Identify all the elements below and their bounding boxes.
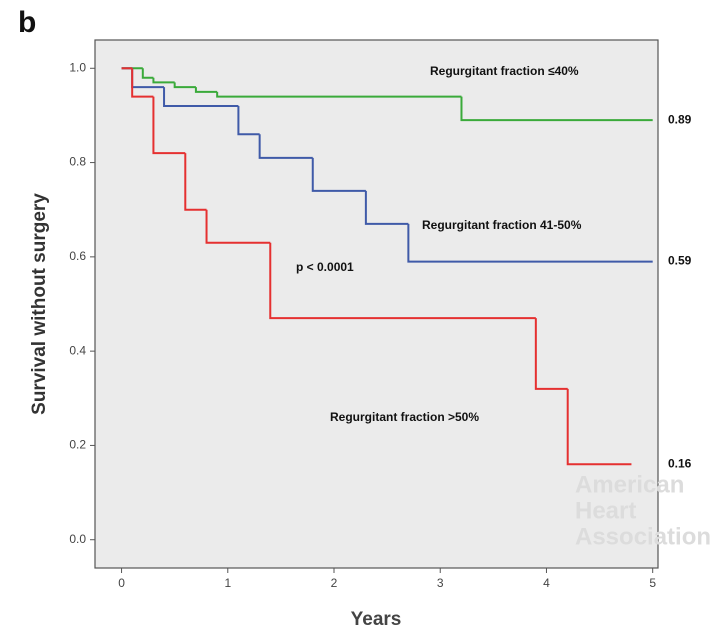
watermark: Association: [575, 523, 711, 550]
survival-step: [163, 87, 239, 107]
survival-step: [237, 106, 260, 136]
survival-step: [364, 190, 409, 225]
y-tick-label: 0.4: [69, 343, 86, 357]
survival-step: [205, 209, 271, 244]
series-label: Regurgitant fraction ≤40%: [430, 64, 579, 78]
series-label: Regurgitant fraction 41-50%: [422, 218, 582, 232]
survival-step: [131, 68, 154, 98]
survival-step: [566, 388, 632, 466]
x-tick-label: 4: [543, 576, 550, 590]
y-axis-label: Survival without surgery: [29, 193, 50, 415]
survival-step: [407, 223, 653, 263]
panel-label: b: [18, 6, 36, 39]
survival-step: [258, 134, 313, 159]
survival-step: [184, 153, 207, 211]
y-tick-label: 0.0: [69, 532, 86, 546]
plot-area: [94, 39, 659, 569]
survival-step: [152, 77, 175, 84]
end-value-label: 0.16: [668, 456, 692, 470]
survival-step: [194, 87, 218, 93]
survival-step: [534, 318, 568, 390]
y-tick-label: 0.2: [69, 438, 86, 452]
survival-step: [141, 68, 154, 79]
survival-step: [460, 96, 653, 122]
survival-step: [216, 91, 462, 98]
x-tick-label: 5: [649, 576, 656, 590]
survival-step: [173, 82, 196, 89]
p-value: p < 0.0001: [296, 260, 354, 274]
survival-step: [269, 242, 536, 320]
watermark: Heart: [575, 497, 636, 524]
end-value-label: 0.89: [668, 112, 692, 126]
survival-step: [311, 157, 366, 192]
series-label: Regurgitant fraction >50%: [330, 410, 479, 424]
end-value-label: 0.59: [668, 254, 692, 268]
x-tick-label: 3: [437, 576, 444, 590]
y-tick-label: 0.8: [69, 155, 86, 169]
watermark: American: [575, 471, 684, 498]
x-tick-label: 0: [118, 576, 125, 590]
y-tick-label: 0.6: [69, 249, 86, 263]
x-axis-label: Years: [351, 609, 402, 630]
x-tick-label: 2: [331, 576, 338, 590]
y-tick-label: 1.0: [69, 60, 86, 74]
survival-step: [152, 96, 186, 155]
x-tick-label: 1: [224, 576, 231, 590]
